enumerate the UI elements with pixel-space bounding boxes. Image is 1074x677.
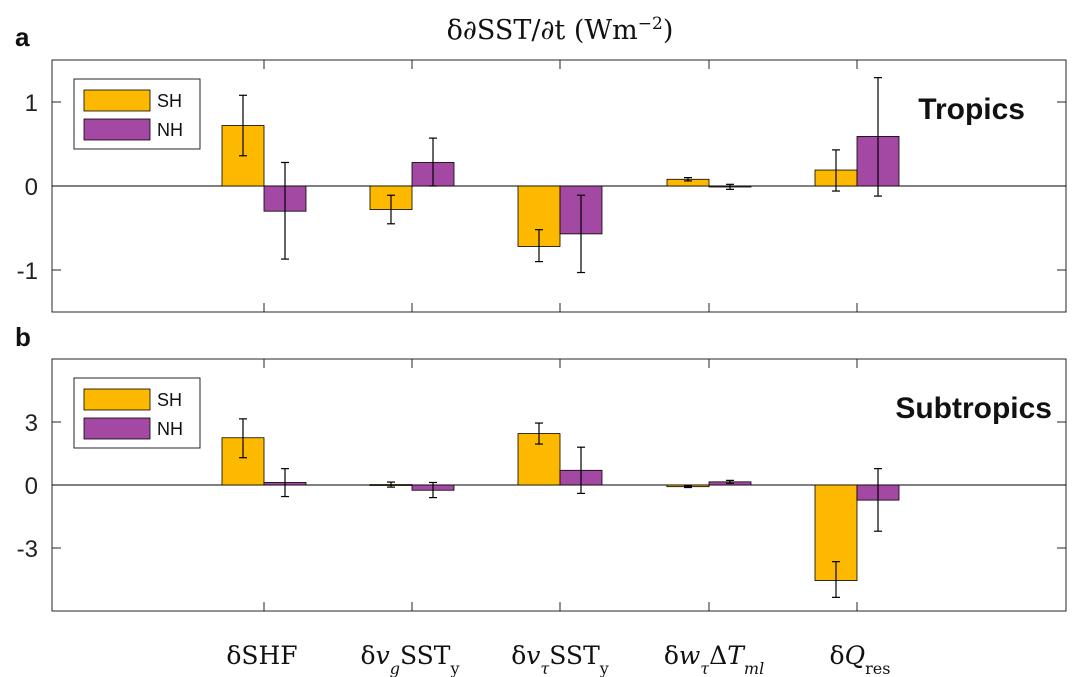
region-label-tropics: Tropics [918, 93, 1025, 126]
legend-swatch-nh [83, 417, 151, 440]
y-tick-label: 0 [25, 473, 38, 500]
category-label: δQres [830, 641, 891, 677]
legend-tropics: SH NH [73, 78, 201, 150]
legend-label-sh: SH [157, 91, 182, 111]
region-label-subtropics: Subtropics [895, 392, 1052, 425]
panel-tropics: -1 0 1 Tropics SH NH [17, 59, 1067, 313]
category-label: δvgSSTy [361, 641, 460, 677]
y-tick-label: 0 [25, 174, 38, 201]
legend-label-nh: NH [157, 120, 183, 140]
legend-swatch-nh [83, 118, 151, 141]
y-tick-label: -1 [17, 258, 38, 285]
figure-title: δ∂SST/∂t (Wm−2) [447, 14, 674, 46]
panel-letter-a: a [15, 22, 30, 52]
legend-swatch-sh [83, 388, 151, 411]
legend-label-nh: NH [157, 419, 183, 439]
x-category-labels: δSHF δvgSSTy δvτSSTy δwτΔTml δQres [226, 641, 890, 677]
legend-subtropics: SH NH [73, 377, 201, 449]
panel-subtropics: -3 0 3 Subtropics SH NH [17, 358, 1067, 612]
y-tick-label: 3 [25, 410, 38, 437]
legend-label-sh: SH [157, 390, 182, 410]
legend-swatch-sh [83, 89, 151, 112]
y-tick-label: 1 [25, 90, 38, 117]
category-label: δSHF [226, 641, 297, 670]
panel-letter-b: b [15, 322, 31, 352]
category-label: δwτΔTml [664, 641, 764, 677]
y-tick-label: -3 [17, 536, 38, 563]
category-label: δvτSSTy [511, 641, 609, 677]
